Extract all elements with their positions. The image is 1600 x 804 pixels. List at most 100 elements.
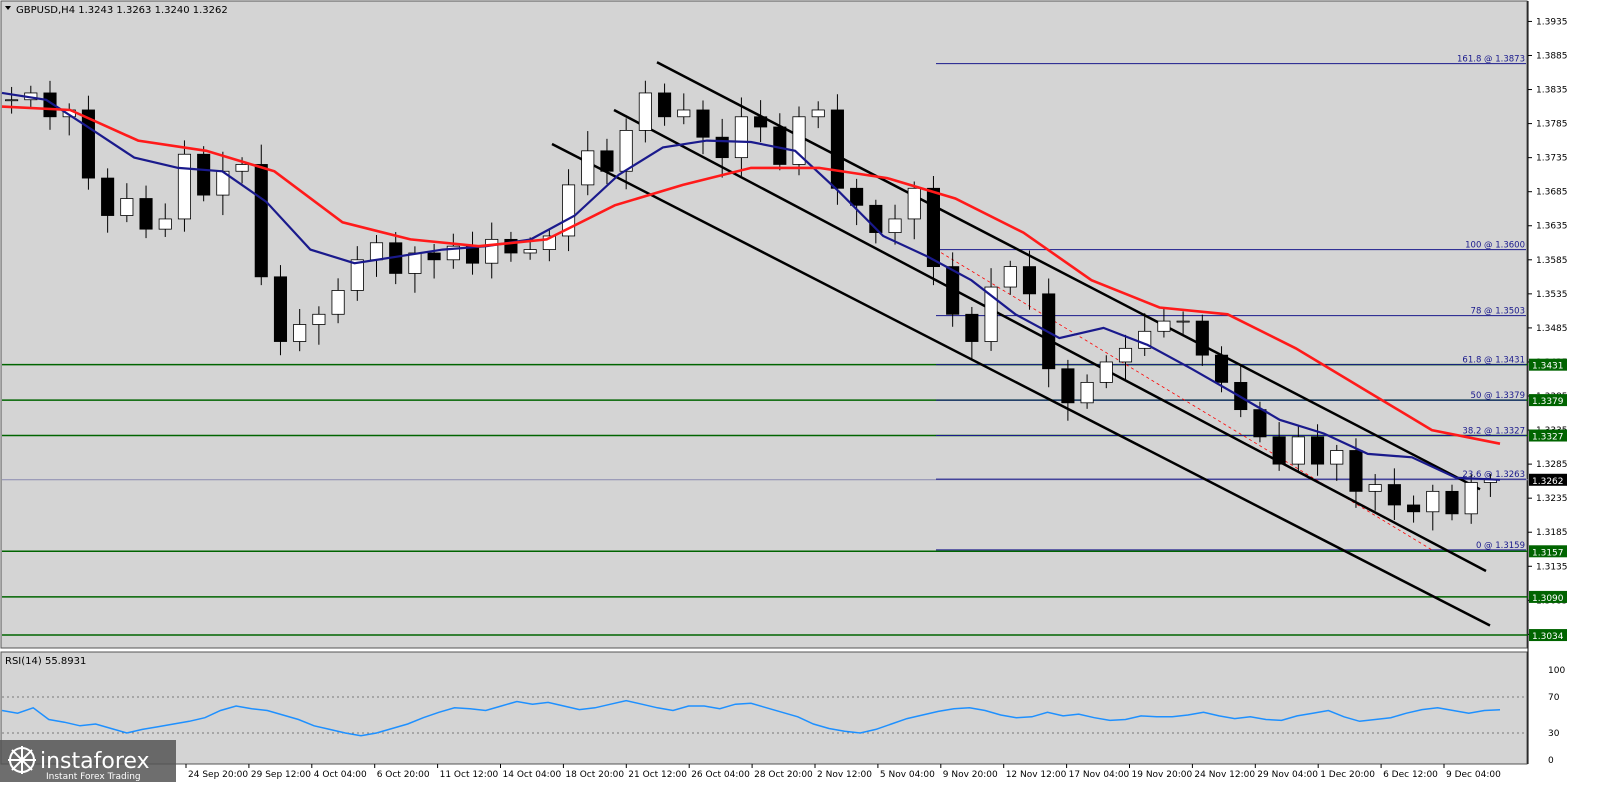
candle-body <box>696 109 710 138</box>
candle-body <box>1157 320 1171 332</box>
time-tick-label: 21 Oct 12:00 <box>628 770 687 780</box>
candle-body <box>1272 436 1286 465</box>
candle-body <box>1368 484 1382 492</box>
fib-level-label: 38.2 @ 1.3327 <box>1462 427 1525 437</box>
fib-level-label: 78 @ 1.3503 <box>1471 307 1525 317</box>
current-price-label: 1.3262 <box>1532 477 1564 487</box>
candle-body <box>1061 368 1075 404</box>
price-tick-label: 1.3785 <box>1536 120 1568 130</box>
rsi-tick-label: 30 <box>1548 729 1560 739</box>
support-price-label: 1.3090 <box>1532 594 1564 604</box>
rsi-tick-label: 0 <box>1548 756 1554 766</box>
support-price-label: 1.3034 <box>1532 632 1564 642</box>
price-tick-label: 1.3185 <box>1536 528 1568 538</box>
fib-level-label: 100 @ 1.3600 <box>1465 241 1525 251</box>
candle-body <box>158 218 172 230</box>
candle-body <box>1176 320 1190 323</box>
candle-body <box>1291 436 1305 465</box>
candle-body <box>1195 320 1209 356</box>
candle-body <box>1080 381 1094 404</box>
candle-body <box>120 198 134 216</box>
price-tick-label: 1.3535 <box>1536 290 1568 300</box>
candle-body <box>1022 266 1037 295</box>
candle-body <box>523 249 537 254</box>
candle-body <box>638 92 652 131</box>
time-tick-label: 6 Oct 20:00 <box>377 770 430 780</box>
candle-body <box>850 187 864 206</box>
candle-body <box>485 238 499 264</box>
candle-body <box>600 150 614 172</box>
time-tick-label: 24 Sep 20:00 <box>188 770 248 780</box>
candle-body <box>888 218 902 233</box>
candle-body <box>1387 484 1401 506</box>
price-tick-label: 1.3885 <box>1536 51 1568 61</box>
price-tick-label: 1.3235 <box>1536 494 1568 504</box>
instaforex-watermark: instaforex Instant Forex Trading <box>0 740 176 782</box>
support-price-label: 1.3379 <box>1532 397 1564 407</box>
candle-body <box>811 109 825 118</box>
candle-body <box>754 116 768 128</box>
fib-level-label: 0 @ 1.3159 <box>1476 541 1525 551</box>
current-price-tag <box>1529 473 1567 486</box>
moving-averages <box>1 91 1501 481</box>
fib-level-label: 50 @ 1.3379 <box>1471 391 1525 401</box>
fibonacci-levels: 161.8 @ 1.3873 100 @ 1.3600 78 @ 1.3503 61.… <box>935 55 1526 551</box>
support-price-tag <box>1529 358 1567 371</box>
ma-slow-line <box>1 105 1501 445</box>
time-tick-label: 29 Nov 04:00 <box>1257 770 1318 780</box>
candle-body <box>273 276 288 342</box>
price-tick-label: 1.3635 <box>1536 222 1568 232</box>
rsi-tick-label: 100 <box>1548 666 1565 676</box>
support-price-tag <box>1529 394 1567 407</box>
candle-body <box>1426 490 1440 513</box>
candle-body <box>734 116 748 159</box>
rsi-header: RSI(14) 55.8931 <box>5 656 86 667</box>
rsi-tick-label: 70 <box>1548 693 1560 703</box>
candle-body <box>1330 450 1344 465</box>
candle-body <box>658 92 672 118</box>
ma-fast-line <box>1 91 1501 481</box>
instaforex-logo-icon <box>8 746 36 774</box>
candle-body <box>1118 347 1133 363</box>
candle-body <box>1253 409 1267 438</box>
fib-level-label: 161.8 @ 1.3873 <box>1457 55 1525 65</box>
time-tick-label: 28 Oct 20:00 <box>754 770 813 780</box>
support-price-tag <box>1529 629 1567 642</box>
candle-body <box>1311 436 1325 465</box>
price-tick-label: 1.3685 <box>1536 188 1568 198</box>
candle-body <box>465 245 480 264</box>
price-tick-label: 1.3135 <box>1536 562 1568 572</box>
candle-body <box>177 153 191 220</box>
candle-body <box>677 109 691 118</box>
dropdown-arrow-icon[interactable] <box>5 6 11 10</box>
symbol-header: GBPUSD,H4 1.3243 1.3263 1.3240 1.3262 <box>16 5 228 16</box>
price-tick-label: 1.3285 <box>1536 460 1568 470</box>
candle-body <box>1464 482 1478 515</box>
support-price-label: 1.3327 <box>1532 433 1564 443</box>
fib-level-label: 61.8 @ 1.3431 <box>1462 356 1525 366</box>
candle-body <box>235 164 249 172</box>
support-price-tag <box>1529 429 1567 442</box>
time-tick-label: 12 Nov 12:00 <box>1006 770 1067 780</box>
support-price-label: 1.3431 <box>1532 362 1564 372</box>
price-scale <box>1528 1 1600 764</box>
price-tick-label: 1.3835 <box>1536 86 1568 96</box>
candle-body <box>43 92 57 118</box>
time-tick-label: 17 Nov 04:00 <box>1069 770 1130 780</box>
candle-body <box>1445 490 1459 515</box>
candle-body <box>101 177 115 216</box>
time-tick-label: 11 Oct 12:00 <box>440 770 499 780</box>
rsi-line-layer: 100 70 30 0 <box>1 666 1565 766</box>
candle-body <box>1214 354 1229 383</box>
time-tick-label: 1 Dec 20:00 <box>1320 770 1375 780</box>
candle-body <box>1407 504 1421 513</box>
time-tick-label: 2 Nov 12:00 <box>817 770 872 780</box>
time-tick-label: 9 Dec 04:00 <box>1446 770 1501 780</box>
support-price-tag <box>1529 590 1567 603</box>
support-level-tags: 1.3431 1.3379 1.3327 1.3157 1.3090 1.3034 <box>1529 358 1567 642</box>
candle-body <box>581 150 595 186</box>
candle-body <box>139 198 153 230</box>
candle-body <box>331 290 345 315</box>
